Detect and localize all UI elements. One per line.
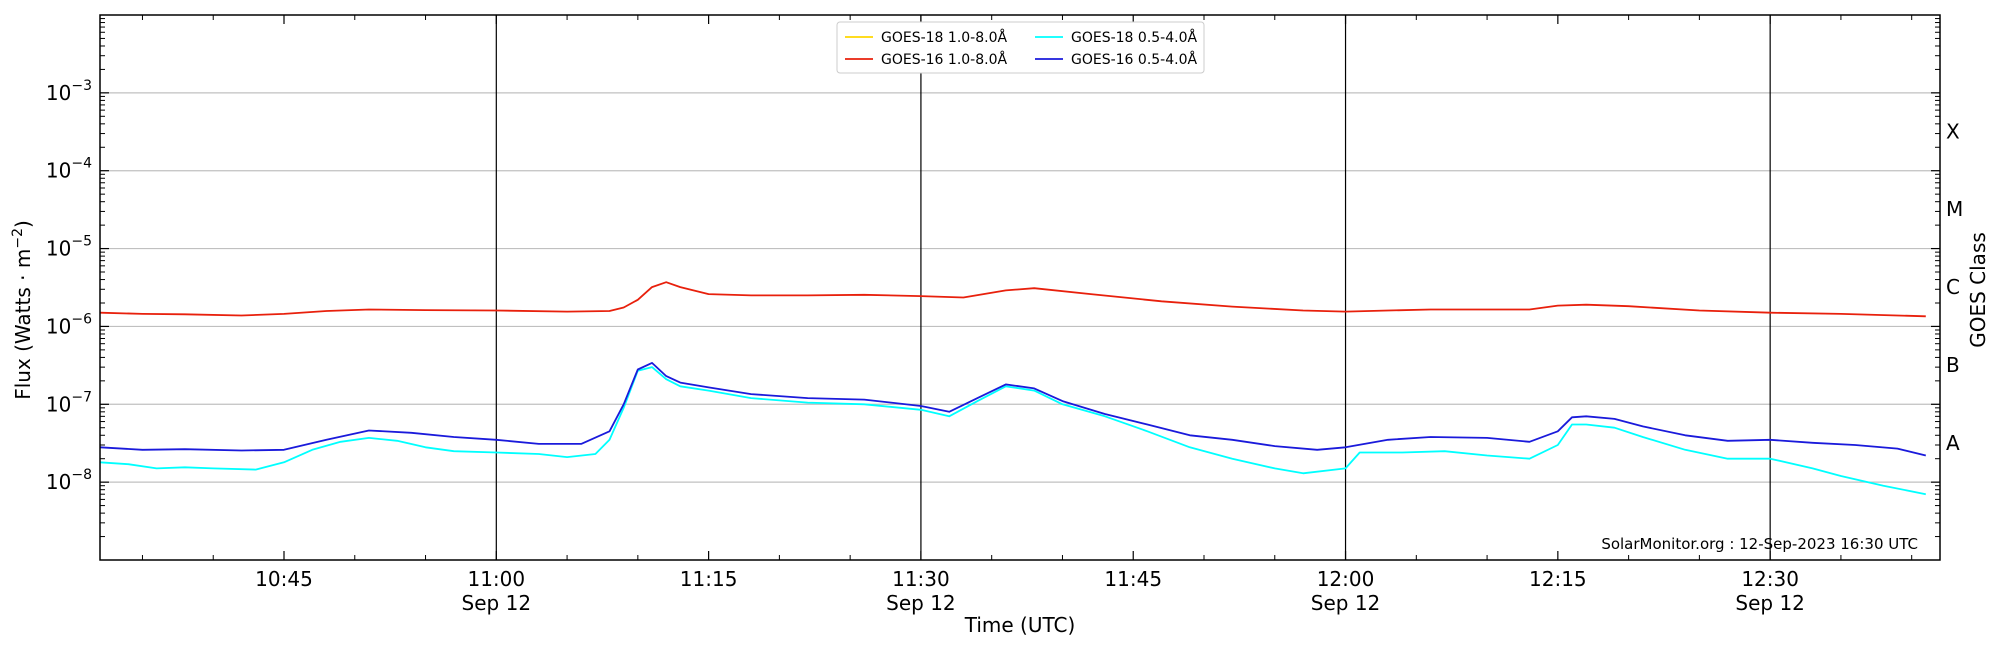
- goes-class-labels: A B C M X: [1946, 119, 1963, 455]
- y-tick-label: 10−4: [46, 156, 92, 183]
- legend-label: GOES-18 1.0-8.0Å: [881, 29, 1007, 46]
- y-tick-label: 10−6: [46, 311, 92, 338]
- x-tick-label: 11:15: [680, 567, 738, 591]
- x-axis-title: Time (UTC): [964, 613, 1076, 637]
- y-axis-title: Flux (Watts · m−2): [10, 220, 35, 400]
- goes-class-label: C: [1946, 275, 1960, 299]
- x-tick-label: 11:45: [1104, 567, 1162, 591]
- goes-class-label: A: [1946, 431, 1960, 455]
- series-lines: [99, 281, 1927, 496]
- y-tick-labels: 10−3 10−4 10−5 10−6 10−7 10−8: [46, 78, 92, 494]
- goes-class-label: B: [1946, 353, 1960, 377]
- grid-lines: [100, 92, 1940, 483]
- x-tick-label: 12:30: [1741, 567, 1799, 591]
- x-tick-label: 12:00: [1317, 567, 1375, 591]
- series-line: [99, 281, 1926, 318]
- x-tick-label: 11:00: [467, 567, 525, 591]
- y-tick-label: 10−7: [46, 389, 92, 416]
- x-tick-date-label: Sep 12: [1735, 591, 1805, 615]
- legend-box: [836, 21, 1205, 74]
- x-tick-label: 10:45: [255, 567, 313, 591]
- legend: GOES-18 1.0-8.0Å GOES-16 1.0-8.0Å GOES-18 …: [836, 21, 1205, 74]
- goes-class-label: X: [1946, 119, 1960, 143]
- timestamp-annotation: SolarMonitor.org : 12-Sep-2023 16:30 UTC: [1601, 535, 1918, 553]
- y-tick-label: 10−3: [46, 78, 92, 105]
- y-tick-label: 10−5: [46, 234, 92, 261]
- y-tick-label: 10−8: [46, 467, 92, 494]
- plot-frame: [99, 14, 1941, 561]
- right-axis-title: GOES Class: [1966, 232, 1990, 348]
- series-line: [99, 361, 1927, 457]
- axes-frame: [99, 14, 1941, 561]
- legend-label: GOES-18 0.5-4.0Å: [1071, 29, 1197, 46]
- x-tick-label: 11:30: [892, 567, 950, 591]
- x-tick-date-label: Sep 12: [886, 591, 956, 615]
- x-tick-date-label: Sep 12: [1311, 591, 1381, 615]
- x-tick-label: 12:15: [1529, 567, 1587, 591]
- goes-class-label: M: [1946, 197, 1963, 221]
- series-line: [99, 366, 1926, 496]
- legend-label: GOES-16 0.5-4.0Å: [1071, 51, 1197, 68]
- legend-label: GOES-16 1.0-8.0Å: [881, 51, 1007, 68]
- x-tick-date-label: Sep 12: [462, 591, 532, 615]
